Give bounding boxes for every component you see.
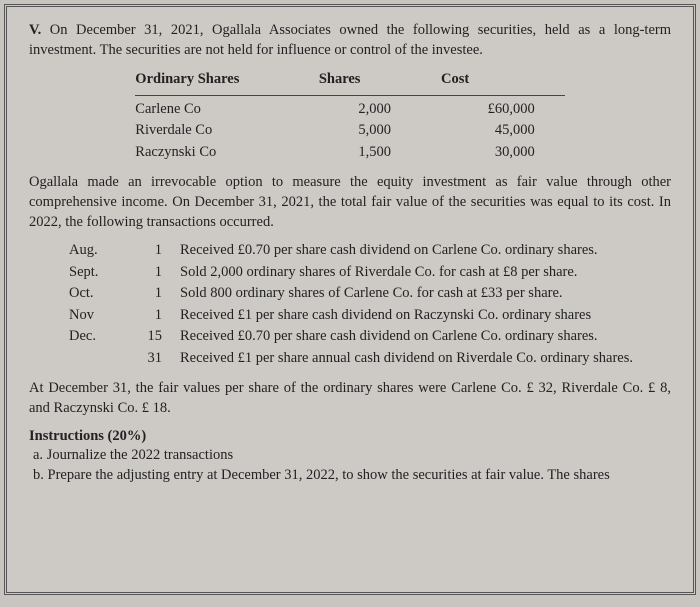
- col-ordinary-shares: Ordinary Shares: [125, 68, 309, 92]
- security-cost: 45,000: [431, 120, 575, 142]
- transaction-row: 31 Received £1 per share annual cash div…: [69, 348, 641, 370]
- txn-desc: Received £0.70 per share cash dividend o…: [180, 326, 641, 348]
- txn-month: Dec.: [69, 326, 132, 348]
- txn-month: Aug.: [69, 240, 132, 262]
- security-name: Riverdale Co: [125, 120, 309, 142]
- txn-month: Oct.: [69, 283, 132, 305]
- security-name: Raczynski Co: [125, 142, 309, 164]
- transaction-row: Dec. 15 Received £0.70 per share cash di…: [69, 326, 641, 348]
- problem-intro-text: On December 31, 2021, Ogallala Associate…: [29, 22, 671, 58]
- txn-desc: Sold 800 ordinary shares of Carlene Co. …: [180, 283, 641, 305]
- problem-number: V.: [29, 22, 41, 38]
- security-cost: £60,000: [431, 99, 575, 121]
- mid-paragraph: Ogallala made an irrevocable option to m…: [29, 173, 671, 232]
- table-row: Carlene Co 2,000 £60,000: [125, 99, 574, 121]
- closing-paragraph: At December 31, the fair values per shar…: [29, 379, 671, 418]
- security-shares: 5,000: [309, 120, 431, 142]
- txn-desc: Sold 2,000 ordinary shares of Riverdale …: [180, 262, 641, 284]
- security-cost: 30,000: [431, 142, 575, 164]
- transactions-table: Aug. 1 Received £0.70 per share cash div…: [69, 240, 641, 369]
- txn-day: 31: [132, 348, 180, 370]
- securities-header-row: Ordinary Shares Shares Cost: [125, 68, 574, 92]
- security-shares: 1,500: [309, 142, 431, 164]
- txn-month: Sept.: [69, 262, 132, 284]
- table-rule: [135, 95, 564, 96]
- table-row: Raczynski Co 1,500 30,000: [125, 142, 574, 164]
- transaction-row: Aug. 1 Received £0.70 per share cash div…: [69, 240, 641, 262]
- transaction-row: Sept. 1 Sold 2,000 ordinary shares of Ri…: [69, 262, 641, 284]
- txn-month: Nov: [69, 305, 132, 327]
- security-name: Carlene Co: [125, 99, 309, 121]
- instruction-b: b. Prepare the adjusting entry at Decemb…: [47, 466, 671, 486]
- txn-desc: Received £1 per share cash dividend on R…: [180, 305, 641, 327]
- col-shares: Shares: [309, 68, 431, 92]
- txn-day: 1: [132, 283, 180, 305]
- txn-day: 15: [132, 326, 180, 348]
- txn-desc: Received £1 per share annual cash divide…: [180, 348, 641, 370]
- txn-desc: Received £0.70 per share cash dividend o…: [180, 240, 641, 262]
- page-frame: V. On December 31, 2021, Ogallala Associ…: [4, 4, 696, 595]
- transaction-row: Oct. 1 Sold 800 ordinary shares of Carle…: [69, 283, 641, 305]
- transaction-row: Nov 1 Received £1 per share cash dividen…: [69, 305, 641, 327]
- col-cost: Cost: [431, 68, 575, 92]
- security-shares: 2,000: [309, 99, 431, 121]
- problem-intro: V. On December 31, 2021, Ogallala Associ…: [29, 21, 671, 60]
- txn-day: 1: [132, 240, 180, 262]
- txn-day: 1: [132, 305, 180, 327]
- txn-month: [69, 348, 132, 370]
- securities-table: Ordinary Shares Shares Cost Carlene Co 2…: [125, 68, 574, 163]
- table-row: Riverdale Co 5,000 45,000: [125, 120, 574, 142]
- instructions-heading: Instructions (20%): [29, 427, 671, 447]
- instruction-a: a. Journalize the 2022 transactions: [47, 446, 671, 466]
- txn-day: 1: [132, 262, 180, 284]
